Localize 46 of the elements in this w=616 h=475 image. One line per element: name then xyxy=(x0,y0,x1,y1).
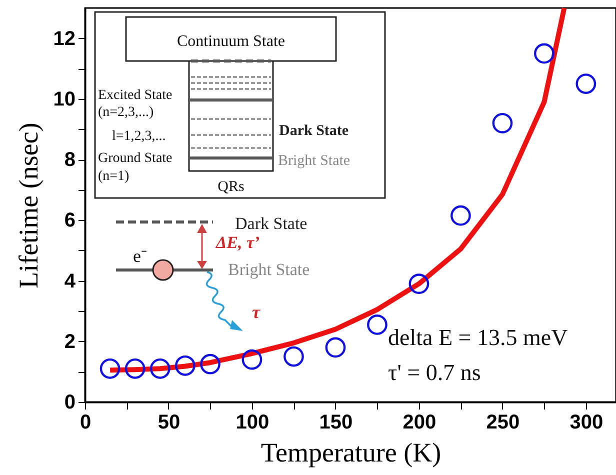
annotation: l=1,2,3,... xyxy=(112,129,166,144)
annotation: τ xyxy=(252,302,261,322)
point xyxy=(325,337,346,358)
annotation: Bright State xyxy=(228,260,310,279)
point xyxy=(450,205,471,226)
y-tick-label: 2 xyxy=(64,330,76,353)
y-tick-label: 6 xyxy=(64,210,76,232)
annotation: τ' = 0.7 ns xyxy=(388,360,481,385)
y-tick-label: 0 xyxy=(64,392,76,414)
x-tick-label: 250 xyxy=(486,412,520,434)
point xyxy=(242,349,262,370)
annotation: e⁻ xyxy=(133,246,147,266)
annotation: Dark State xyxy=(235,214,308,233)
point xyxy=(284,346,304,367)
point xyxy=(150,358,170,379)
annotation: Continuum State xyxy=(177,33,285,50)
point xyxy=(200,354,220,374)
annotation: QRs xyxy=(218,179,244,195)
annotation: Ground State xyxy=(98,151,172,166)
y-tick-label: 8 xyxy=(64,149,76,172)
x-tick-label: 300 xyxy=(570,412,604,434)
point xyxy=(492,113,513,134)
point xyxy=(367,314,388,335)
y-tick-label: 10 xyxy=(53,88,76,110)
annotation: Dark State xyxy=(279,123,349,139)
x-tick-label: 100 xyxy=(236,412,270,434)
point xyxy=(124,358,146,379)
annotation: (n=1) xyxy=(98,169,130,184)
annotation: delta E = 13.5 meV xyxy=(388,325,568,350)
x-tick-label: 0 xyxy=(80,412,92,434)
point xyxy=(175,355,196,376)
x-tick-label: 50 xyxy=(158,412,180,434)
x-axis-title: Temperature (K) xyxy=(260,438,442,468)
annotation: Excited State xyxy=(98,88,172,103)
point xyxy=(534,43,554,64)
annotation: Bright State xyxy=(278,153,350,169)
annotation: ΔE, τ’ xyxy=(215,233,260,252)
x-tick-label: 200 xyxy=(402,412,436,434)
x-tick-label: 150 xyxy=(319,412,353,434)
point xyxy=(576,74,596,94)
y-axis-title: Lifetime (nsec) xyxy=(13,122,44,288)
annotation: (n=2,3,...) xyxy=(98,105,154,120)
y-tick-label: 4 xyxy=(64,270,76,292)
point xyxy=(408,274,430,294)
point xyxy=(100,358,120,379)
y-tick-label: 12 xyxy=(53,28,76,50)
